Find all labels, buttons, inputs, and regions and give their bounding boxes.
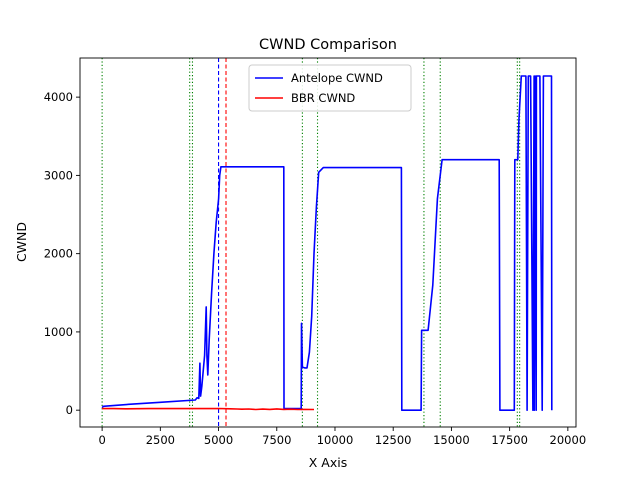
y-tick-label: 1000 — [44, 325, 73, 339]
x-tick-label: 10000 — [317, 433, 354, 447]
x-tick-label: 15000 — [433, 433, 470, 447]
legend-label: BBR CWND — [291, 91, 355, 105]
x-tick-label: 7500 — [262, 433, 291, 447]
series-line-bbr — [102, 407, 315, 411]
x-tick-label: 12500 — [375, 433, 412, 447]
x-tick-label: 5000 — [204, 433, 233, 447]
chart-title: CWND Comparison — [259, 37, 397, 53]
x-axis-label: X Axis — [309, 455, 347, 470]
x-tick-label: 17500 — [491, 433, 528, 447]
x-tick-label: 2500 — [146, 433, 175, 447]
y-tick-label: 4000 — [44, 90, 73, 104]
y-tick-label: 2000 — [44, 247, 73, 261]
plot-area: 0 2500 5000 7500 10000 12500 15000 17500 20000 0 1… — [44, 57, 587, 447]
y-tick-label: 3000 — [44, 168, 73, 182]
x-tick-label: 0 — [98, 433, 105, 447]
legend: Antelope CWND BBR CWND — [248, 64, 412, 112]
legend-label: Antelope CWND — [291, 71, 383, 85]
x-tick-label: 20000 — [550, 433, 587, 447]
y-axis-label: CWND — [14, 222, 29, 262]
y-tick-label: 0 — [66, 403, 73, 417]
axes-frame — [79, 57, 577, 428]
series-line-antelope — [101, 75, 553, 412]
